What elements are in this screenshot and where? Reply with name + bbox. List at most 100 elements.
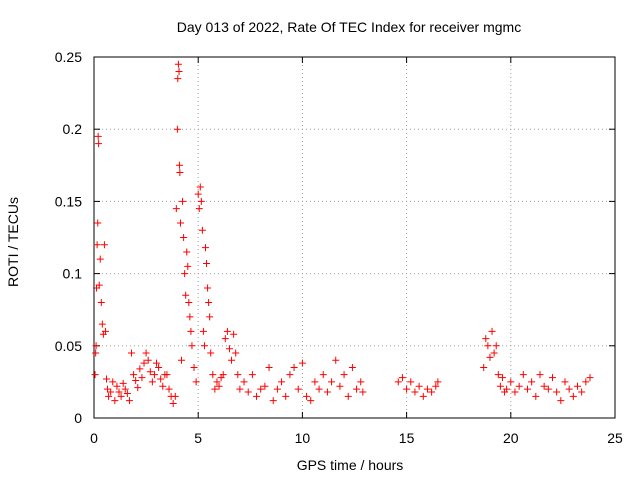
data-point (101, 327, 109, 335)
data-point (157, 375, 165, 383)
x-axis-label: GPS time / hours (297, 457, 404, 473)
data-point (578, 388, 586, 396)
data-point (190, 363, 198, 371)
data-point (586, 374, 594, 382)
data-point (179, 197, 187, 205)
data-point (248, 371, 256, 379)
data-point (105, 392, 113, 400)
data-point (494, 371, 502, 379)
data-point (344, 392, 352, 400)
data-point (307, 397, 315, 405)
data-point (155, 363, 163, 371)
data-point (207, 349, 215, 357)
y-axis-ticks: 0 0.05 0.1 0.15 0.2 0.25 (55, 49, 615, 426)
x-tick-label: 5 (194, 430, 202, 446)
data-point (486, 353, 494, 361)
data-point (174, 75, 182, 83)
data-point (290, 363, 298, 371)
data-point (123, 389, 131, 397)
data-point (432, 382, 440, 390)
data-point (182, 291, 190, 299)
data-point (359, 388, 367, 396)
data-point (515, 382, 523, 390)
data-point (536, 371, 544, 379)
data-point (540, 382, 548, 390)
data-points (91, 60, 594, 408)
data-point (198, 226, 206, 234)
data-point (211, 385, 219, 393)
data-point (232, 349, 240, 357)
data-point (109, 378, 117, 386)
data-point (225, 345, 233, 353)
data-point (428, 388, 436, 396)
data-point (273, 385, 281, 393)
data-point (328, 378, 336, 386)
y-tick-label: 0.2 (63, 121, 83, 137)
data-point (209, 371, 217, 379)
data-point (146, 368, 154, 376)
data-point (557, 397, 565, 405)
data-point (523, 385, 531, 393)
data-point (174, 60, 182, 68)
data-point (480, 363, 488, 371)
data-point (434, 378, 442, 386)
x-tick-label: 15 (399, 430, 415, 446)
data-point (298, 359, 306, 367)
data-point (188, 342, 196, 350)
data-point (196, 183, 204, 191)
data-point (107, 388, 115, 396)
data-point (95, 281, 103, 289)
data-point (573, 382, 581, 390)
data-point (482, 335, 490, 343)
data-point (150, 371, 158, 379)
y-tick-label: 0.05 (55, 338, 82, 354)
data-point (532, 392, 540, 400)
data-point (142, 349, 150, 357)
x-tick-label: 0 (90, 430, 98, 446)
data-point (492, 342, 500, 350)
x-axis-ticks: 0 5 10 15 20 25 (90, 57, 623, 446)
x-tick-label: 20 (503, 430, 519, 446)
data-point (278, 378, 286, 386)
data-point (219, 371, 227, 379)
y-axis-label: ROTI / TECUs (5, 197, 21, 287)
data-point (178, 356, 186, 364)
data-point (91, 371, 99, 379)
data-point (115, 388, 123, 396)
data-point (253, 392, 261, 400)
data-point (257, 385, 265, 393)
data-point (407, 378, 415, 386)
data-point (503, 385, 511, 393)
data-point (230, 330, 238, 338)
data-point (353, 385, 361, 393)
x-tick-label: 25 (607, 430, 623, 446)
data-point (265, 363, 273, 371)
data-point (561, 378, 569, 386)
data-point (92, 349, 100, 357)
data-point (132, 376, 140, 384)
data-point (311, 378, 319, 386)
x-tick-label: 10 (295, 430, 311, 446)
data-point (332, 356, 340, 364)
data-point (194, 190, 202, 198)
data-point (228, 356, 236, 364)
data-point (528, 378, 536, 386)
data-point (294, 385, 302, 393)
data-point (159, 382, 167, 390)
data-point (213, 378, 221, 386)
data-point (103, 375, 111, 383)
data-point (176, 169, 184, 177)
data-point (203, 259, 211, 267)
data-point (195, 205, 203, 213)
data-point (197, 197, 205, 205)
data-point (117, 392, 125, 400)
data-point (507, 378, 515, 386)
data-point (319, 371, 327, 379)
data-point (94, 132, 102, 140)
data-point (303, 392, 311, 400)
data-point (415, 382, 423, 390)
plot-frame (93, 56, 616, 419)
data-point (569, 392, 577, 400)
data-point (93, 241, 101, 249)
data-point (544, 385, 552, 393)
